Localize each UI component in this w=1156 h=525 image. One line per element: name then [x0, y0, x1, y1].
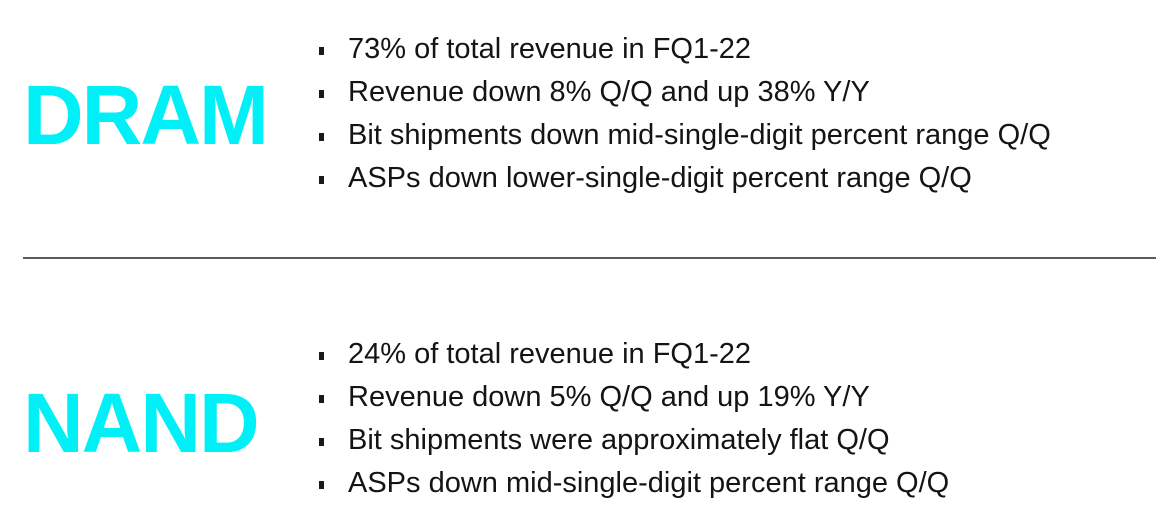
section-divider [23, 257, 1156, 259]
nand-heading: NAND [23, 376, 260, 470]
dram-section: DRAM 73% of total revenue in FQ1-22 Reve… [0, 0, 1156, 258]
square-bullet-icon [319, 47, 324, 55]
bullet-text: ASPs down mid-single-digit percent range… [348, 467, 950, 499]
bullet-text: 24% of total revenue in FQ1-22 [348, 338, 752, 370]
square-bullet-icon [319, 438, 324, 446]
bullet-text: ASPs down lower-single-digit percent ran… [348, 162, 972, 194]
square-bullet-icon [319, 176, 324, 184]
bullet-text: Bit shipments down mid-single-digit perc… [348, 119, 1051, 151]
square-bullet-icon [319, 481, 324, 489]
square-bullet-icon [319, 352, 324, 360]
bullet-text: 73% of total revenue in FQ1-22 [348, 33, 752, 65]
square-bullet-icon [319, 90, 324, 98]
nand-section: NAND 24% of total revenue in FQ1-22 Reve… [0, 259, 1156, 525]
dram-heading: DRAM [23, 68, 269, 162]
square-bullet-icon [319, 395, 324, 403]
square-bullet-icon [319, 133, 324, 141]
bullet-text: Revenue down 8% Q/Q and up 38% Y/Y [348, 76, 870, 108]
bullet-text: Bit shipments were approximately flat Q/… [348, 424, 890, 456]
bullet-text: Revenue down 5% Q/Q and up 19% Y/Y [348, 381, 870, 413]
